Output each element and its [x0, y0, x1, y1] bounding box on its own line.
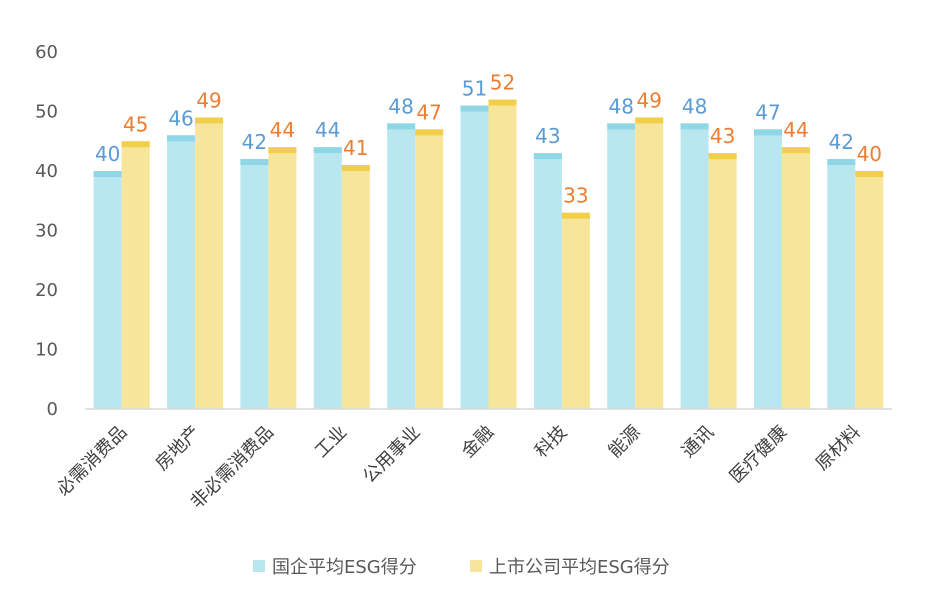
- bar-series-2: [121, 141, 150, 409]
- y-tick-label: 20: [35, 280, 58, 301]
- legend: 国企平均ESG得分 上市公司平均ESG得分: [253, 557, 670, 578]
- x-category-label: 科技: [531, 422, 571, 462]
- bar-series-1: [607, 123, 636, 410]
- bar-series-2: [415, 129, 444, 409]
- x-category-label: 金融: [458, 422, 498, 462]
- bar-cap-series-2: [195, 117, 224, 124]
- bar-series-1: [460, 105, 489, 410]
- legend-label-series-1: 国企平均ESG得分: [272, 557, 417, 578]
- x-category-label: 能源: [604, 422, 644, 462]
- bar-cap-series-1: [827, 159, 856, 166]
- bar-cap-series-1: [167, 135, 196, 142]
- data-label-series-2: 45: [123, 112, 148, 136]
- bar-series-1: [387, 123, 416, 410]
- data-label-series-1: 47: [755, 100, 780, 124]
- bar-cap-series-2: [781, 147, 810, 154]
- data-label-series-2: 49: [637, 88, 662, 112]
- bar-series-1: [167, 135, 196, 410]
- bar-cap-series-1: [607, 123, 636, 130]
- bar-series-2: [708, 153, 737, 409]
- data-label-series-2: 40: [857, 142, 882, 166]
- bar-series-1: [827, 159, 856, 409]
- bar-series-1: [313, 147, 342, 409]
- bar-cap-series-1: [460, 105, 489, 112]
- y-tick-label: 40: [35, 161, 58, 182]
- data-label-series-2: 47: [416, 100, 441, 124]
- y-tick-label: 30: [35, 221, 58, 242]
- bar-series-2: [781, 147, 810, 409]
- bar-cap-series-2: [635, 117, 664, 124]
- data-label-series-1: 48: [609, 94, 634, 118]
- data-label-series-1: 43: [535, 124, 560, 148]
- data-label-series-1: 51: [462, 77, 487, 101]
- data-label-series-1: 42: [242, 130, 267, 154]
- bar-cap-series-2: [855, 171, 884, 177]
- y-tick-label: 0: [47, 399, 58, 420]
- bar-series-2: [268, 147, 297, 409]
- bar-series-2: [341, 165, 370, 409]
- legend-swatch-series-1: [253, 560, 265, 572]
- x-category-label: 原材料: [812, 422, 865, 475]
- bar-series-2: [635, 117, 664, 409]
- bar-series-2: [488, 99, 517, 409]
- y-tick-label: 50: [35, 102, 58, 123]
- data-label-series-2: 41: [343, 136, 368, 160]
- x-category-label: 通讯: [678, 422, 718, 462]
- bar-cap-series-1: [93, 171, 122, 177]
- bar-cap-series-2: [561, 212, 590, 219]
- bar-cap-series-2: [415, 129, 444, 136]
- data-label-series-2: 44: [783, 118, 808, 142]
- bar-cap-series-1: [533, 153, 562, 160]
- data-label-series-1: 48: [682, 94, 707, 118]
- y-tick-label: 10: [35, 340, 58, 361]
- bar-cap-series-1: [313, 147, 342, 154]
- bar-cap-series-2: [268, 147, 297, 154]
- bar-cap-series-2: [708, 153, 737, 160]
- data-label-series-2: 49: [196, 88, 221, 112]
- legend-swatch-series-2: [470, 560, 482, 572]
- y-tick-label: 60: [35, 42, 58, 63]
- x-category-label: 医疗健康: [726, 422, 792, 488]
- legend-label-series-2: 上市公司平均ESG得分: [489, 557, 670, 578]
- data-label-series-2: 52: [490, 71, 515, 95]
- bar-cap-series-1: [753, 129, 782, 136]
- y-axis: 0 10 20 30 40 50 60: [35, 42, 58, 420]
- x-category-label: 公用事业: [359, 422, 425, 488]
- data-label-series-2: 43: [710, 124, 735, 148]
- bar-cap-series-1: [387, 123, 416, 130]
- data-label-series-1: 42: [829, 130, 854, 154]
- data-label-series-2: 44: [270, 118, 295, 142]
- data-label-series-1: 44: [315, 118, 340, 142]
- bar-cap-series-1: [680, 123, 709, 130]
- x-category-label: 必需消费品: [53, 422, 131, 500]
- bar-cap-series-2: [341, 165, 370, 172]
- data-label-series-1: 40: [95, 142, 120, 166]
- bar-series-2: [561, 212, 590, 409]
- data-label-series-1: 48: [388, 94, 413, 118]
- data-label-series-2: 33: [563, 184, 588, 208]
- data-label-series-1: 46: [168, 106, 193, 130]
- bar-series-1: [753, 129, 782, 409]
- bar-series-1: [93, 171, 122, 409]
- bar-cap-series-1: [240, 159, 269, 166]
- bar-series-2: [195, 117, 224, 409]
- x-category-label: 房地产: [152, 422, 205, 475]
- x-category-label: 工业: [311, 422, 351, 462]
- bar-cap-series-2: [121, 141, 150, 148]
- bars: [93, 99, 884, 410]
- bar-series-2: [855, 171, 884, 409]
- bar-series-1: [680, 123, 709, 410]
- bar-series-1: [533, 153, 562, 409]
- bar-cap-series-2: [488, 99, 517, 106]
- bar-series-1: [240, 159, 269, 409]
